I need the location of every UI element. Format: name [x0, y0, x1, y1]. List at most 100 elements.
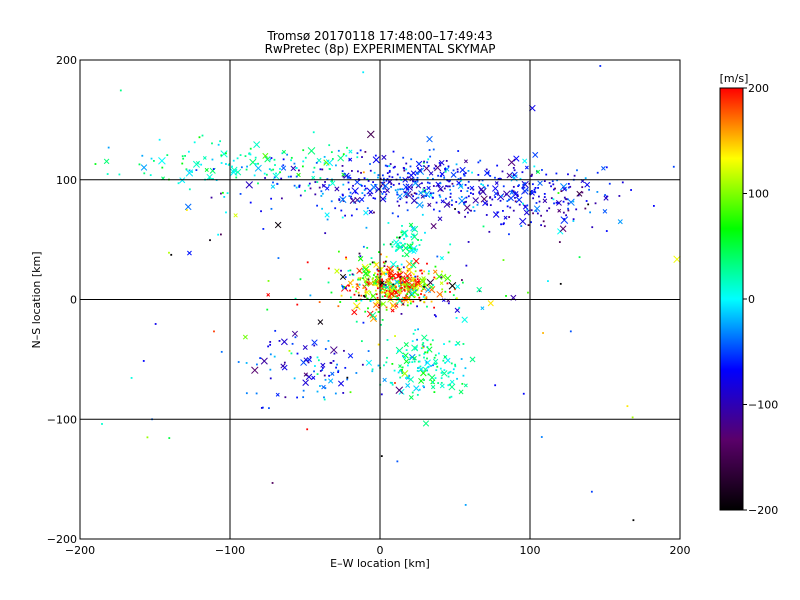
data-point — [557, 208, 562, 213]
data-point — [378, 306, 381, 309]
data-point — [168, 251, 170, 254]
data-point — [344, 214, 347, 217]
data-point — [231, 165, 233, 168]
data-point — [409, 274, 412, 277]
data-point — [374, 183, 377, 186]
y-tick-label: 100 — [56, 174, 77, 187]
data-point — [395, 245, 398, 248]
data-point — [499, 177, 502, 180]
data-point — [283, 361, 286, 364]
data-point — [489, 196, 492, 198]
data-point — [423, 189, 426, 192]
data-point — [565, 198, 568, 201]
data-point — [398, 364, 402, 368]
data-point — [391, 383, 394, 386]
data-point — [179, 177, 186, 184]
data-point — [454, 363, 457, 366]
data-point — [401, 368, 403, 371]
data-point — [380, 323, 382, 326]
data-point — [377, 364, 380, 367]
data-point — [301, 165, 304, 168]
data-point — [422, 420, 430, 427]
data-point — [427, 272, 430, 275]
data-point — [572, 200, 575, 203]
data-point — [400, 300, 403, 303]
data-point — [426, 135, 433, 143]
data-point — [323, 374, 326, 377]
data-point — [406, 176, 409, 179]
data-point — [356, 156, 359, 159]
data-point — [396, 295, 399, 298]
data-point — [513, 169, 516, 172]
data-point — [411, 391, 414, 394]
data-point — [330, 200, 333, 203]
data-point — [327, 160, 329, 162]
data-point — [296, 396, 299, 399]
data-point — [340, 209, 343, 212]
data-point — [434, 354, 437, 357]
data-point — [344, 366, 347, 369]
data-point — [397, 273, 399, 276]
data-point — [343, 285, 346, 288]
data-point — [355, 372, 358, 374]
data-point — [402, 303, 405, 306]
data-point — [377, 282, 380, 285]
data-point — [457, 183, 464, 190]
data-point — [423, 379, 425, 381]
data-point — [542, 198, 548, 204]
data-point — [522, 158, 528, 164]
data-point — [524, 182, 526, 185]
data-point — [388, 171, 391, 173]
data-point — [557, 202, 560, 205]
data-point — [226, 192, 229, 195]
data-point — [342, 175, 345, 178]
data-point — [437, 174, 439, 177]
data-point — [421, 276, 426, 281]
data-point — [317, 319, 324, 325]
data-point — [242, 334, 248, 340]
data-point — [419, 299, 422, 302]
data-point — [149, 174, 152, 177]
data-point — [383, 282, 386, 285]
data-point — [408, 222, 414, 228]
data-point — [400, 281, 403, 284]
data-point — [360, 299, 363, 302]
data-point — [320, 362, 326, 368]
data-point — [454, 208, 456, 210]
data-point — [406, 364, 409, 367]
data-point — [309, 294, 312, 297]
data-point — [406, 243, 414, 251]
data-point — [448, 396, 451, 399]
data-point — [462, 343, 465, 345]
data-point — [394, 335, 396, 337]
data-point — [377, 270, 380, 272]
data-point — [415, 289, 417, 292]
data-point — [494, 384, 497, 387]
data-point — [401, 277, 404, 280]
data-point — [399, 176, 402, 179]
data-point — [374, 154, 377, 157]
data-point — [314, 181, 317, 183]
data-point — [188, 169, 191, 172]
data-point — [414, 248, 416, 250]
data-point — [416, 201, 424, 209]
data-point — [319, 370, 322, 372]
data-point — [345, 256, 347, 259]
data-point — [293, 162, 296, 165]
data-point — [278, 340, 281, 342]
data-point — [409, 165, 412, 168]
data-point — [467, 195, 470, 198]
data-point — [446, 179, 449, 182]
data-point — [170, 253, 173, 256]
data-point — [386, 270, 389, 273]
data-point — [439, 383, 445, 389]
data-point — [447, 375, 450, 378]
data-point — [291, 342, 294, 345]
data-point — [502, 259, 505, 261]
data-point — [390, 243, 393, 246]
data-point — [374, 318, 377, 321]
data-point — [449, 188, 452, 191]
x-tick-label: 0 — [377, 544, 384, 557]
data-point — [351, 170, 353, 172]
